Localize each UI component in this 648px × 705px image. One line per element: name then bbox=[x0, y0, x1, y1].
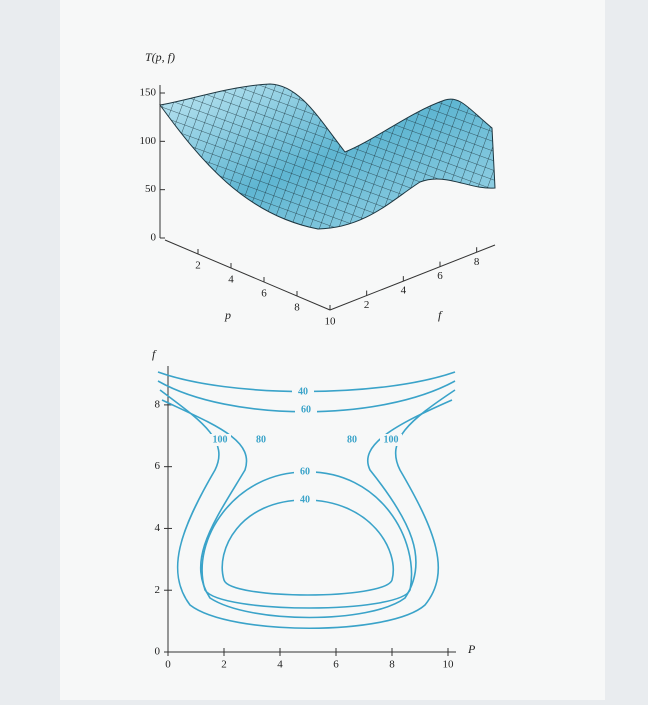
contour-label: 60 bbox=[300, 466, 310, 477]
contour-line bbox=[159, 389, 456, 629]
p-tick-label: 10 bbox=[325, 316, 337, 328]
p-axis-label: p bbox=[224, 308, 231, 322]
contour-line bbox=[201, 471, 413, 609]
x-tick-label: 8 bbox=[389, 659, 395, 671]
contour-label-bg bbox=[294, 466, 316, 478]
z-tick-label: 150 bbox=[140, 87, 157, 99]
x-tick-label: 2 bbox=[221, 659, 227, 671]
y-tick-label: 4 bbox=[155, 522, 161, 534]
contour-line bbox=[161, 399, 453, 619]
contour-label-bg bbox=[250, 434, 272, 446]
p-tick-label: 6 bbox=[261, 288, 267, 300]
f-axis bbox=[329, 244, 496, 311]
contour-label: 80 bbox=[347, 434, 357, 445]
contour-label: 100 bbox=[213, 434, 228, 445]
x-tick-label: 0 bbox=[165, 659, 171, 671]
x-tick-label: 6 bbox=[333, 659, 339, 671]
surface-plot bbox=[159, 83, 496, 230]
contour-label: 40 bbox=[300, 494, 310, 505]
z-axis-label: T(p, f) bbox=[145, 50, 175, 64]
y-tick-label: 8 bbox=[155, 398, 161, 410]
z-tick-label: 50 bbox=[145, 183, 157, 195]
z-tick-label: 0 bbox=[151, 232, 157, 244]
p-tick-label: 8 bbox=[294, 302, 300, 314]
f-tick-label: 2 bbox=[364, 299, 370, 311]
y-tick-label: 2 bbox=[155, 584, 161, 596]
y-tick-label: 0 bbox=[155, 646, 161, 658]
contour-label-bg bbox=[341, 434, 363, 446]
f-axis-label: f bbox=[438, 308, 443, 322]
contour-label-bg bbox=[209, 434, 231, 446]
p-axis bbox=[164, 239, 331, 311]
x-tick-label: 10 bbox=[443, 659, 455, 671]
contour-label: 100 bbox=[384, 434, 399, 445]
contour-label: 80 bbox=[256, 434, 266, 445]
f-tick-label: 4 bbox=[401, 285, 407, 297]
contour-label-bg bbox=[292, 386, 314, 398]
contour-x-label: P bbox=[467, 642, 476, 656]
f-tick-label: 8 bbox=[474, 256, 480, 268]
contour-label: 40 bbox=[298, 386, 308, 397]
contour-label-bg bbox=[295, 404, 317, 416]
contour-label-bg bbox=[294, 494, 316, 506]
p-tick-label: 4 bbox=[228, 274, 234, 286]
contour-label-bg bbox=[380, 434, 402, 446]
contour-y-label: f bbox=[152, 347, 157, 361]
y-tick-label: 6 bbox=[155, 460, 161, 472]
contour-label: 60 bbox=[301, 404, 311, 415]
x-tick-label: 4 bbox=[277, 659, 283, 671]
z-tick-label: 100 bbox=[140, 135, 157, 147]
p-tick-label: 2 bbox=[195, 260, 201, 272]
surface-mesh bbox=[160, 84, 495, 229]
f-tick-label: 6 bbox=[437, 270, 443, 282]
contour-line bbox=[221, 499, 394, 596]
page bbox=[60, 0, 605, 700]
